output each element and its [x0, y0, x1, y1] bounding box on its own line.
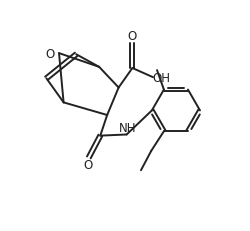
Text: OH: OH [152, 71, 170, 84]
Text: NH: NH [118, 122, 136, 134]
Text: O: O [46, 47, 55, 60]
Text: O: O [83, 158, 92, 171]
Text: O: O [127, 30, 136, 43]
